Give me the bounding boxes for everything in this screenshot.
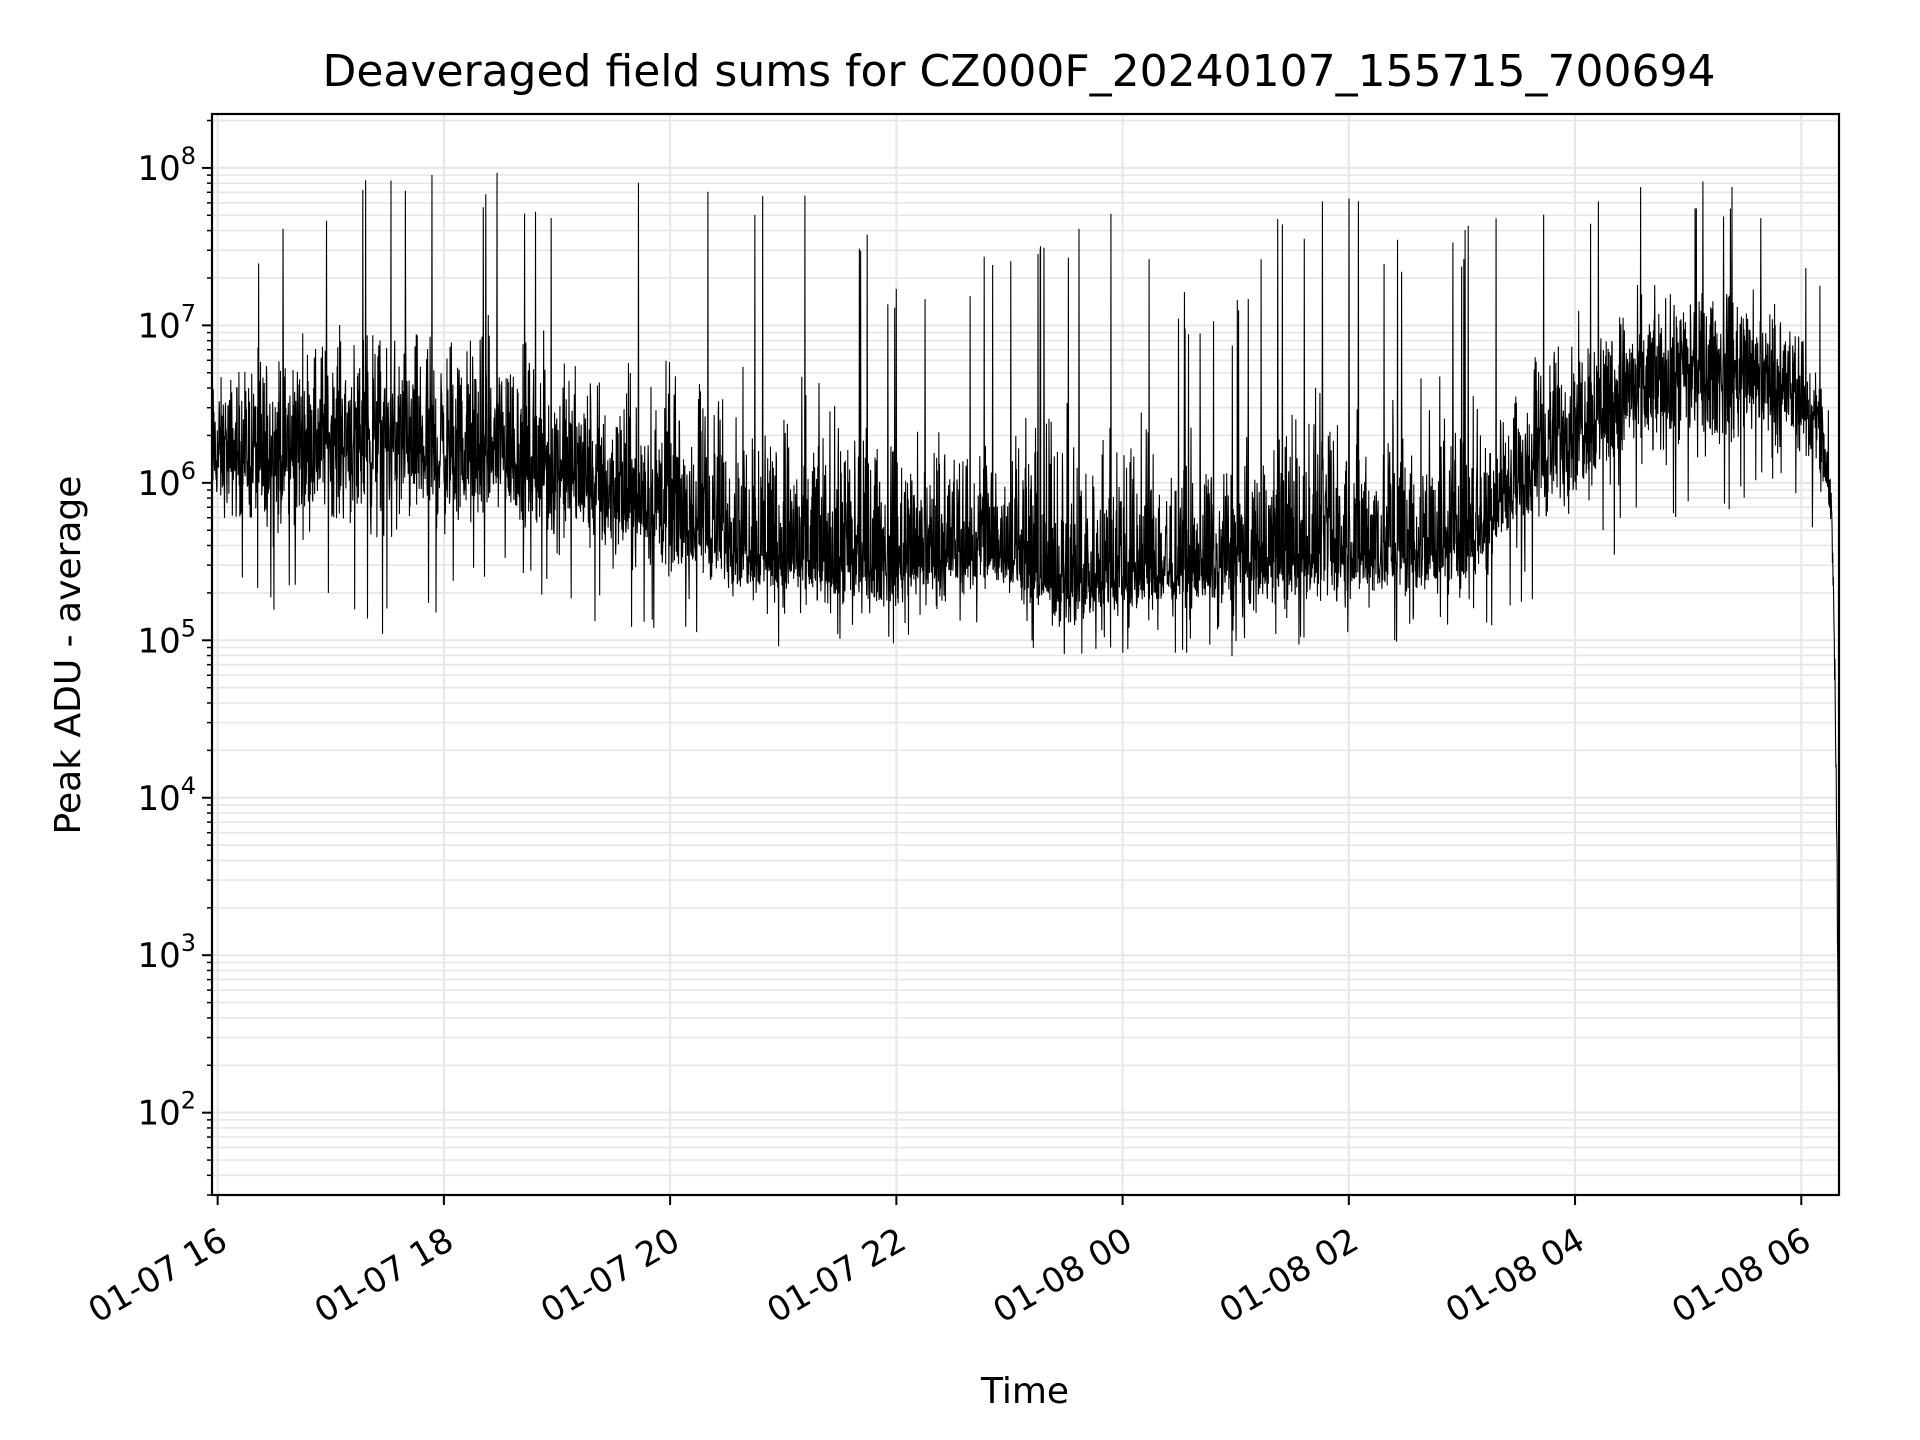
y-tick-base: 10 <box>137 464 180 504</box>
y-tick-label: 103 <box>137 929 196 976</box>
y-tick-exponent: 2 <box>181 1087 196 1115</box>
chart-title: Deaveraged field sums for CZ000F_2024010… <box>322 46 1715 97</box>
y-tick-exponent: 5 <box>181 614 196 642</box>
y-tick-label: 104 <box>137 772 196 819</box>
y-tick-label: 105 <box>137 614 196 661</box>
series-line <box>211 172 1840 1127</box>
y-tick-base: 10 <box>137 779 180 819</box>
y-tick-exponent: 6 <box>181 457 196 485</box>
y-tick-base: 10 <box>137 149 180 189</box>
y-tick-label: 108 <box>137 142 196 189</box>
y-tick-base: 10 <box>137 306 180 346</box>
y-tick-exponent: 3 <box>181 929 196 957</box>
x-axis-label: Time <box>980 1371 1069 1412</box>
y-tick-exponent: 8 <box>181 142 196 170</box>
y-tick-label: 106 <box>137 457 196 504</box>
y-tick-exponent: 4 <box>181 772 196 800</box>
y-tick-label: 102 <box>137 1087 196 1134</box>
y-tick-base: 10 <box>137 1094 180 1134</box>
y-tick-label: 107 <box>137 299 196 346</box>
y-tick-base: 10 <box>137 936 180 976</box>
y-tick-base: 10 <box>137 621 180 661</box>
series-layer <box>211 172 1840 1127</box>
y-axis-label: Peak ADU - average <box>48 476 89 835</box>
y-tick-exponent: 7 <box>181 299 196 327</box>
plot-frame <box>210 112 1841 1197</box>
